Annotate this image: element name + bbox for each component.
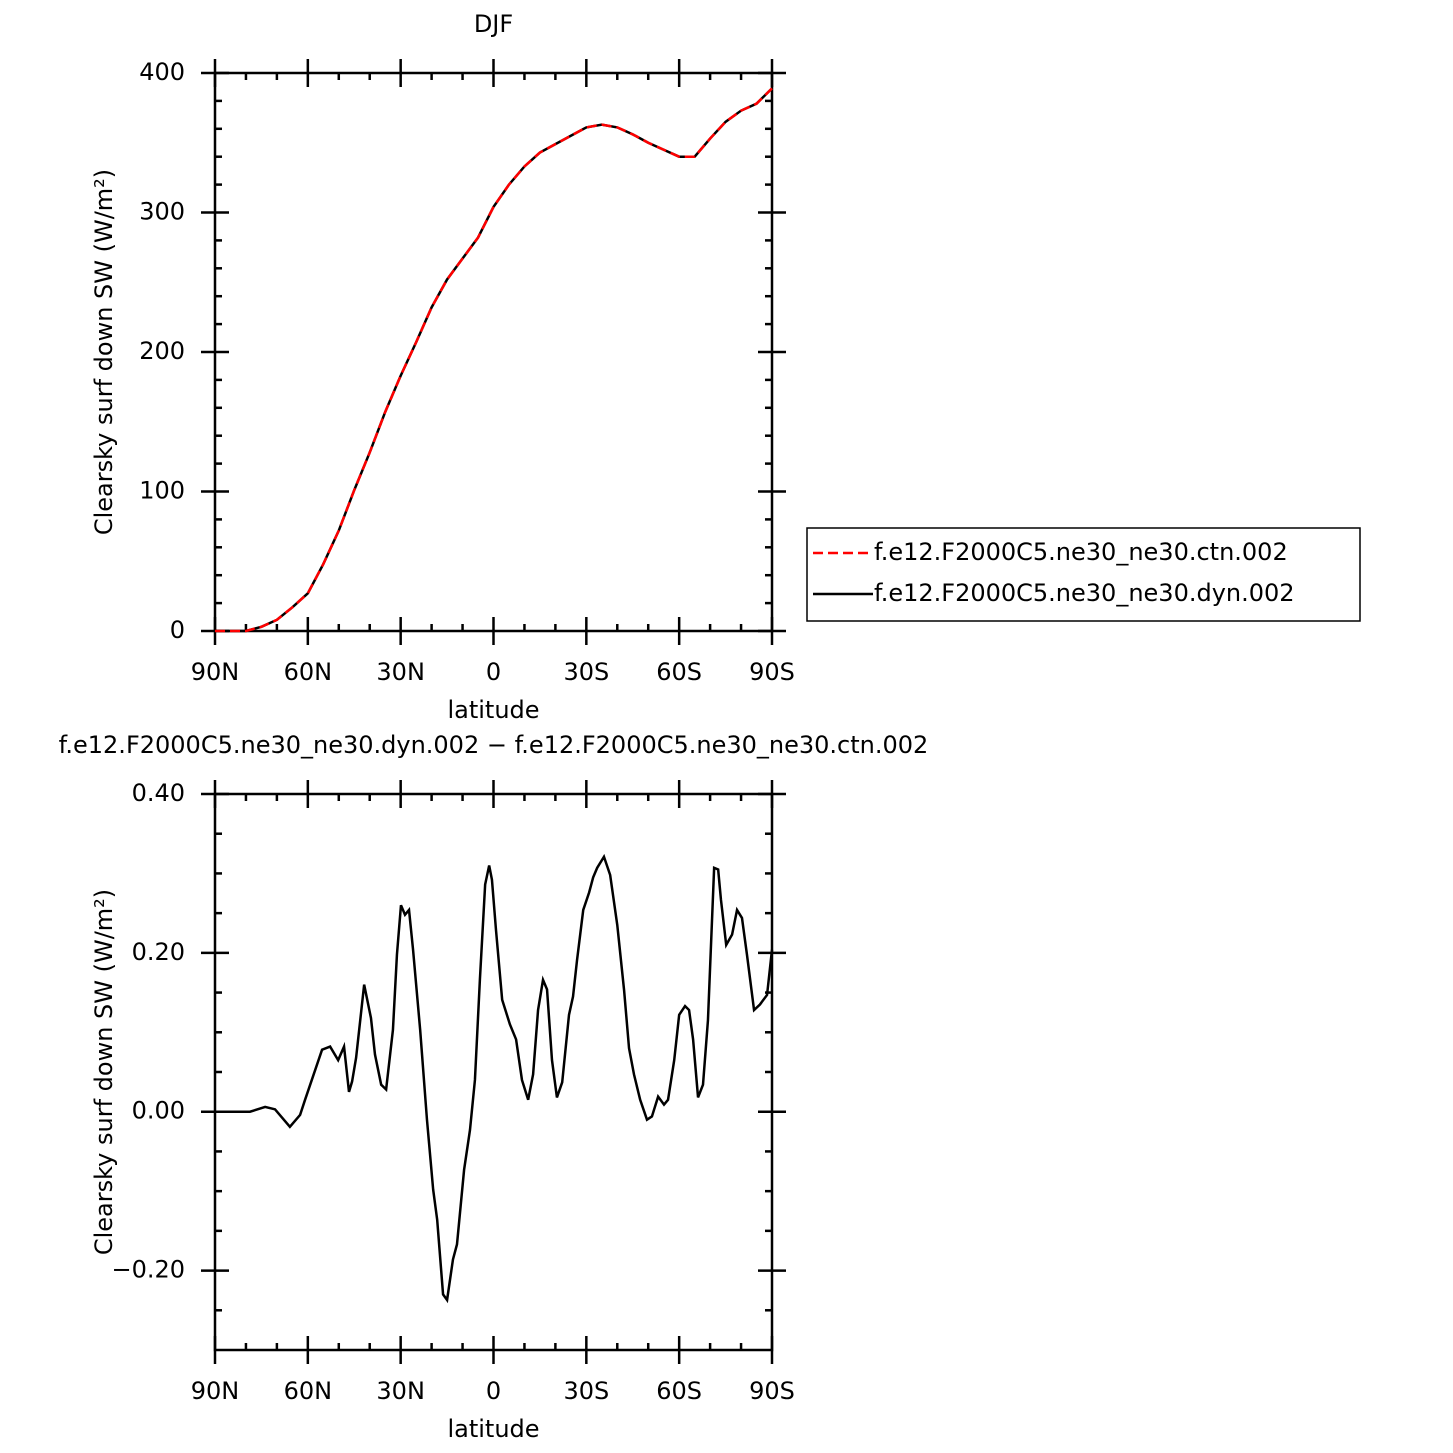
x-tick-label: 90S: [749, 1377, 795, 1405]
data-line: [215, 853, 774, 1304]
y-tick-label: 0.00: [132, 1097, 185, 1125]
y-tick-label: 0.40: [132, 779, 185, 807]
x-tick-label: 30N: [376, 1377, 425, 1405]
chart-title: DJF: [474, 10, 513, 38]
y-axis-label: Clearsky surf down SW (W/m²): [90, 889, 118, 1255]
y-tick-label: −0.20: [111, 1256, 185, 1284]
chart-title: f.e12.F2000C5.ne30_ne30.dyn.002 − f.e12.…: [59, 731, 929, 759]
x-tick-label: 90S: [749, 658, 795, 686]
x-tick-label: 30S: [563, 1377, 609, 1405]
y-tick-label: 200: [139, 337, 185, 365]
legend-box: [806, 527, 1361, 622]
legend-label: f.e12.F2000C5.ne30_ne30.dyn.002: [874, 579, 1295, 607]
plot-frame: [213, 71, 774, 633]
y-tick-label: 300: [139, 198, 185, 226]
y-tick-label: 0.20: [132, 938, 185, 966]
y-axis-label: Clearsky surf down SW (W/m²): [90, 169, 118, 535]
x-tick-label: 60N: [284, 1377, 333, 1405]
x-tick-label: 30N: [376, 658, 425, 686]
x-tick-label: 60S: [656, 1377, 702, 1405]
y-tick-label: 100: [139, 477, 185, 505]
data-line: [215, 87, 773, 633]
plot-frame: [213, 792, 774, 1352]
x-axis-label: latitude: [447, 696, 539, 724]
x-tick-label: 60N: [284, 658, 333, 686]
x-tick-label: 0: [486, 1377, 501, 1405]
legend-label: f.e12.F2000C5.ne30_ne30.ctn.002: [874, 538, 1288, 566]
x-tick-label: 60S: [656, 658, 702, 686]
x-axis-label: latitude: [447, 1415, 539, 1443]
data-line: [215, 87, 773, 633]
x-tick-label: 90N: [191, 658, 240, 686]
x-tick-label: 90N: [191, 1377, 240, 1405]
y-tick-label: 0: [170, 616, 185, 644]
y-tick-label: 400: [139, 58, 185, 86]
x-tick-label: 0: [486, 658, 501, 686]
x-tick-label: 30S: [563, 658, 609, 686]
